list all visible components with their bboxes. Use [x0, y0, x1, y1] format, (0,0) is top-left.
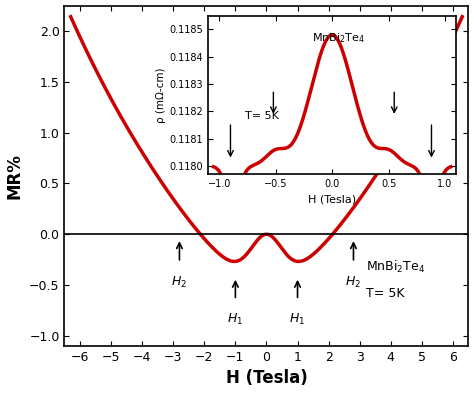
Y-axis label: MR%: MR% [6, 153, 24, 199]
Text: $H_1$: $H_1$ [228, 312, 244, 327]
X-axis label: H (Tesla): H (Tesla) [226, 369, 307, 387]
Text: $H_2$: $H_2$ [346, 275, 362, 290]
Text: T= 5K: T= 5K [366, 286, 404, 300]
Text: $H_1$: $H_1$ [290, 312, 306, 327]
Text: $H_2$: $H_2$ [172, 275, 187, 290]
Text: MnBi$_2$Te$_4$: MnBi$_2$Te$_4$ [366, 259, 425, 275]
